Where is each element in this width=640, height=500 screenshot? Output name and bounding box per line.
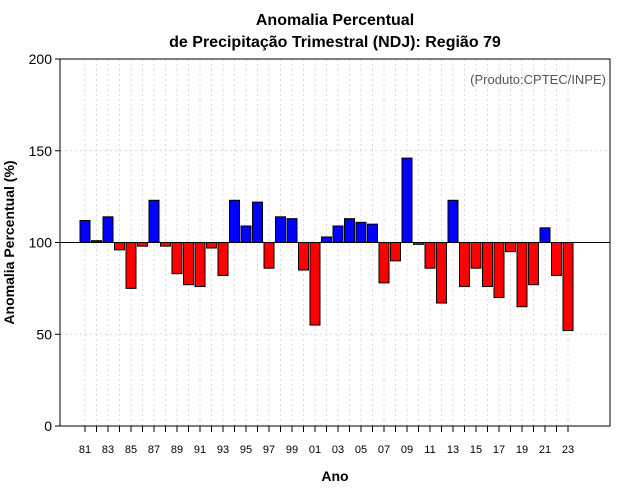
bar-99 [286, 218, 298, 244]
chart-title: Anomalia Percentual [256, 12, 414, 29]
x-tick-label: 81 [79, 444, 91, 456]
x-tick-label: 93 [217, 444, 229, 456]
x-tick-label: 83 [102, 444, 114, 456]
y-tick-label: 200 [29, 51, 53, 67]
y-tick-label: 150 [29, 143, 53, 159]
x-axis-label: Ano [321, 468, 348, 484]
bar-93 [217, 242, 229, 277]
x-tick-label: 05 [355, 444, 367, 456]
x-tick-label: 07 [378, 444, 390, 456]
chart-subtitle: de Precipitação Trimestral (NDJ): Região… [169, 34, 501, 51]
x-axis: 81 83 85 87 89 91 93 95 97 99 01 03 05 07 09 11 13 15 17 19… [79, 426, 574, 456]
x-tick-label: 11 [424, 444, 435, 456]
bar-96 [252, 201, 263, 244]
bar-81 [79, 219, 91, 243]
x-tick-label: 03 [332, 444, 344, 456]
bar-22 [551, 242, 562, 277]
y-axis-label: Anomalia Percentual (%) [1, 160, 17, 324]
y-tick-label: 50 [36, 326, 52, 342]
bar-17 [493, 242, 505, 299]
x-tick-label: 95 [240, 444, 252, 456]
bar-11 [424, 242, 436, 269]
credit-text: (Produto:CPTEC/INPE) [470, 72, 606, 87]
bar-87 [148, 199, 160, 243]
bar-94 [229, 199, 240, 243]
bar-00 [298, 242, 309, 271]
x-tick-label: 21 [539, 444, 551, 456]
bar-92 [206, 242, 217, 249]
bar-09 [401, 157, 413, 243]
bar-84 [114, 242, 125, 251]
bar-89 [171, 242, 183, 275]
bar-18 [505, 242, 516, 253]
bar-90 [183, 242, 194, 286]
x-tick-label: 15 [470, 444, 482, 456]
bar-07 [378, 242, 390, 284]
x-tick-label: 23 [562, 444, 574, 456]
grid-lines [60, 59, 610, 426]
bar-21 [539, 227, 551, 244]
bar-01 [309, 242, 321, 326]
bar-12 [436, 242, 447, 304]
bar-83 [102, 216, 114, 243]
x-tick-label: 85 [125, 444, 137, 456]
bar-04 [344, 218, 355, 244]
bar-13 [447, 199, 459, 243]
bar-91 [194, 242, 206, 288]
bar-08 [390, 242, 401, 262]
bar-05 [355, 221, 367, 244]
bar-88 [160, 242, 171, 247]
x-tick-label: 13 [447, 444, 459, 456]
x-tick-label: 97 [263, 444, 275, 456]
x-tick-label: 09 [401, 444, 413, 456]
bar-85 [125, 242, 137, 289]
bar-95 [240, 225, 252, 243]
bar-series [79, 157, 574, 332]
bar-06 [367, 223, 378, 243]
x-tick-label: 19 [516, 444, 528, 456]
y-tick-label: 0 [44, 418, 52, 434]
bar-97 [263, 242, 275, 269]
x-tick-label: 91 [194, 444, 206, 456]
y-axis: 0 50 100 150 200 [29, 51, 60, 434]
bar-20 [528, 242, 539, 286]
bar-02 [321, 236, 332, 243]
bar-16 [482, 242, 493, 288]
bar-86 [137, 242, 148, 247]
bar-14 [459, 242, 470, 288]
x-tick-label: 01 [309, 444, 321, 456]
bar-19 [516, 242, 528, 308]
bar-23 [562, 242, 574, 332]
bar-98 [275, 216, 286, 243]
y-tick-label: 100 [29, 235, 53, 251]
x-tick-label: 17 [493, 444, 505, 456]
x-tick-label: 89 [171, 444, 183, 456]
bar-03 [332, 225, 344, 243]
x-tick-label: 87 [148, 444, 160, 456]
bar-15 [470, 242, 482, 269]
x-tick-label: 99 [286, 444, 298, 456]
